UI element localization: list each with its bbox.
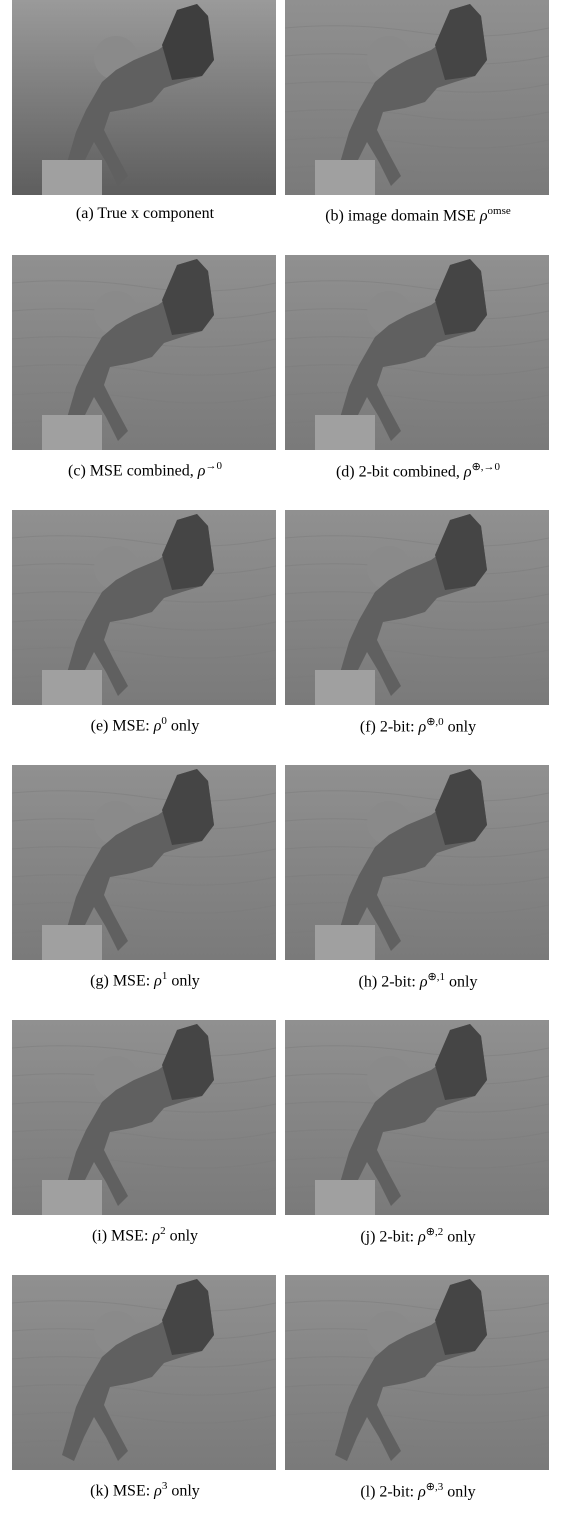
figure-panel: (c) MSE combined, ρ→0 [12, 255, 278, 480]
caption-symbol: ρ [418, 1228, 426, 1245]
caption: (e) MSE: ρ0 only [12, 715, 278, 735]
caption-label: (e) MSE: [91, 717, 154, 734]
caption-suffix: only [167, 972, 199, 989]
caption-superscript: ⊕,→0 [472, 461, 500, 473]
caption: (b) image domain MSE ρomse [285, 205, 551, 225]
caption: (l) 2-bit: ρ⊕,3 only [285, 1480, 551, 1501]
caption-suffix: only [443, 1483, 475, 1500]
caption: (k) MSE: ρ3 only [12, 1480, 278, 1500]
foreground-object [315, 1180, 375, 1215]
caption-superscript: ⊕,3 [426, 1481, 443, 1493]
caption-suffix: only [166, 1227, 198, 1244]
figure-panel: (d) 2-bit combined, ρ⊕,→0 [285, 255, 551, 481]
caption-label: (a) True x component [76, 205, 214, 222]
caption-symbol: ρ [480, 207, 488, 224]
caption-suffix: only [444, 718, 476, 735]
panel-image [285, 1275, 549, 1470]
caption-symbol: ρ [154, 1482, 162, 1499]
caption-label: (g) MSE: [90, 972, 154, 989]
caption-superscript: omse [488, 205, 511, 217]
caption: (c) MSE combined, ρ→0 [12, 460, 278, 480]
figure-panel: (k) MSE: ρ3 only [12, 1275, 278, 1500]
caption-label: (k) MSE: [90, 1482, 154, 1499]
panel-image [12, 510, 276, 705]
foreground-object [42, 925, 102, 960]
panel-image [12, 1020, 276, 1215]
caption-superscript: ⊕,0 [426, 716, 443, 728]
panel-image [285, 765, 549, 960]
caption-suffix: only [167, 717, 199, 734]
caption: (h) 2-bit: ρ⊕,1 only [285, 970, 551, 991]
caption-label: (l) 2-bit: [360, 1483, 418, 1500]
figure-panel: (l) 2-bit: ρ⊕,3 only [285, 1275, 551, 1501]
panel-image [12, 765, 276, 960]
caption-symbol: ρ [154, 972, 162, 989]
panel-image [12, 1275, 276, 1470]
caption: (i) MSE: ρ2 only [12, 1225, 278, 1245]
caption-symbol: ρ [464, 463, 472, 480]
caption-label: (c) MSE combined, [68, 462, 198, 479]
caption-label: (f) 2-bit: [360, 718, 419, 735]
caption-symbol: ρ [418, 1483, 426, 1500]
figure-panel: (i) MSE: ρ2 only [12, 1020, 278, 1245]
figure-panel: (h) 2-bit: ρ⊕,1 only [285, 765, 551, 991]
panel-image [285, 0, 549, 195]
foreground-object [42, 160, 102, 195]
caption-label: (i) MSE: [92, 1227, 152, 1244]
caption-suffix: only [167, 1482, 199, 1499]
caption-label: (h) 2-bit: [359, 973, 420, 990]
foreground-object [315, 160, 375, 195]
caption-label: (b) image domain MSE [325, 207, 480, 224]
caption: (j) 2-bit: ρ⊕,2 only [285, 1225, 551, 1246]
figure-panel: (b) image domain MSE ρomse [285, 0, 551, 225]
foreground-object [42, 670, 102, 705]
caption-symbol: ρ [420, 973, 428, 990]
panel-image [12, 0, 276, 195]
figure-panel: (a) True x component [12, 0, 278, 223]
foreground-object [315, 415, 375, 450]
foreground-object [315, 925, 375, 960]
figure-panel: (f) 2-bit: ρ⊕,0 only [285, 510, 551, 736]
caption-suffix: only [445, 973, 477, 990]
caption-superscript: →0 [205, 460, 222, 472]
caption-superscript: ⊕,1 [428, 971, 445, 983]
caption-suffix: only [443, 1228, 475, 1245]
caption: (d) 2-bit combined, ρ⊕,→0 [285, 460, 551, 481]
panel-image [285, 1020, 549, 1215]
panel-image [12, 255, 276, 450]
foreground-object [315, 670, 375, 705]
caption: (f) 2-bit: ρ⊕,0 only [285, 715, 551, 736]
caption: (g) MSE: ρ1 only [12, 970, 278, 990]
figure-panel: (j) 2-bit: ρ⊕,2 only [285, 1020, 551, 1246]
figure-panel: (g) MSE: ρ1 only [12, 765, 278, 990]
panel-image [285, 255, 549, 450]
caption-label: (j) 2-bit: [360, 1228, 418, 1245]
caption: (a) True x component [12, 205, 278, 223]
caption-symbol: ρ [152, 1227, 160, 1244]
caption-label: (d) 2-bit combined, [336, 463, 464, 480]
panel-image [285, 510, 549, 705]
page: {"panels": [ {"label": "(a) True x compo… [0, 0, 566, 1533]
foreground-object [42, 415, 102, 450]
foreground-object [42, 1180, 102, 1215]
caption-superscript: ⊕,2 [426, 1226, 443, 1238]
figure-panel: (e) MSE: ρ0 only [12, 510, 278, 735]
